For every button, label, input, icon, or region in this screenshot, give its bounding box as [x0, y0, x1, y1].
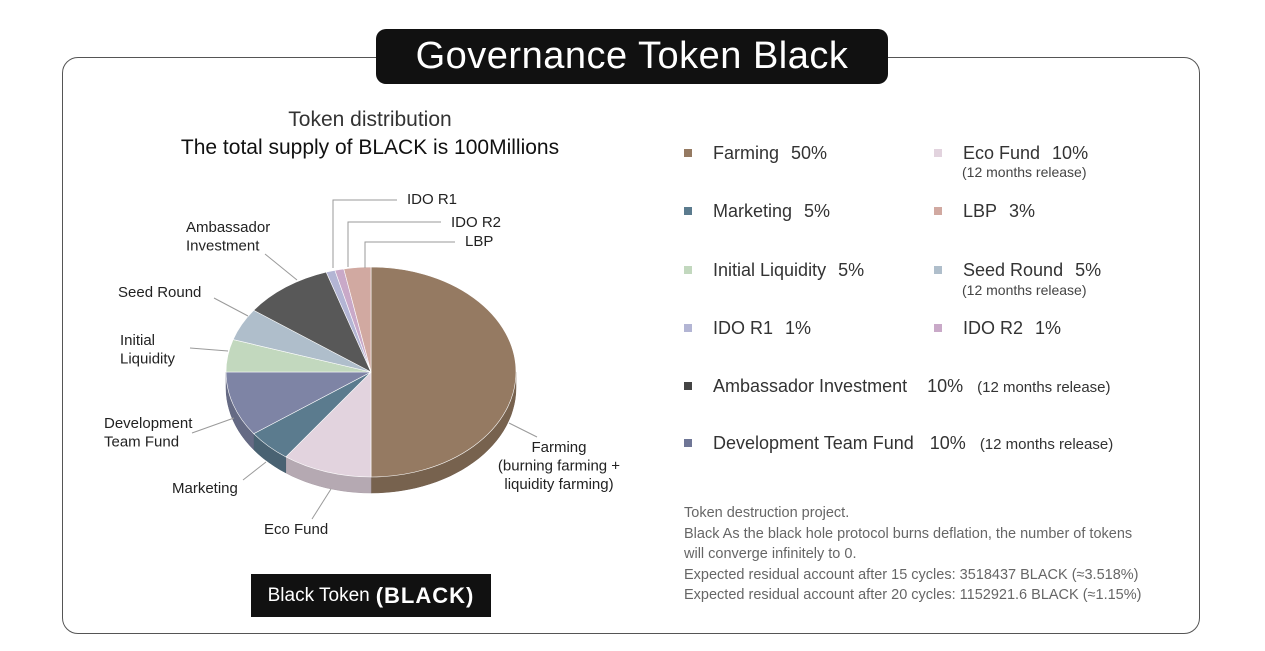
legend-item-initial-liquidity: Initial Liquidity 5% — [684, 260, 864, 281]
legend-item-ido-r1: IDO R1 1% — [684, 318, 811, 339]
pie-label: Farming — [531, 439, 586, 456]
legend-percent: 1% — [785, 318, 812, 338]
chart-title: Token distribution — [288, 108, 452, 131]
token-name-badge: Black Token (BLACK) — [251, 574, 491, 617]
pie-label: Investment — [186, 238, 260, 255]
pie-label: IDO R1 — [407, 191, 457, 208]
legend-note: (12 months release) — [977, 379, 1111, 396]
leader-line — [347, 221, 441, 267]
legend-note-eco-fund: (12 months release) — [962, 164, 1087, 180]
leader-line — [242, 461, 267, 481]
legend-item-development-team-fund: Development Team Fund 10% (12 months rel… — [684, 433, 1113, 454]
pie-slice-lbp — [343, 266, 372, 373]
legend-name: IDO R2 — [963, 318, 1024, 338]
pie-label: Eco Fund — [264, 521, 328, 538]
legend-swatch — [684, 324, 692, 332]
pie-labels: IDO R1 IDO R2 LBP Ambassador Investment Seed … — [104, 191, 620, 538]
legend-item-farming: Farming 50% — [684, 143, 827, 164]
pie-label: LBP — [465, 233, 493, 250]
leader-line — [189, 347, 229, 352]
pie-slice-development-team-fund — [225, 371, 372, 435]
legend-swatch — [684, 149, 692, 157]
legend-percent: 10% — [927, 376, 964, 396]
pie-label: IDO R2 — [451, 214, 501, 231]
leader-line — [311, 488, 332, 520]
legend-percent: 1% — [1035, 318, 1062, 338]
legend-swatch — [934, 149, 942, 157]
pie-slices — [225, 266, 517, 478]
pie-slice-farming — [370, 266, 517, 478]
pie-label: Ambassador — [186, 219, 270, 236]
pie-slice-ambassador-investment — [253, 271, 372, 373]
legend-name: IDO R1 — [713, 318, 774, 338]
legend-item-seed-round: Seed Round 5% — [934, 260, 1101, 281]
legend-swatch — [934, 324, 942, 332]
pie-label: Marketing — [172, 480, 238, 497]
token-name-prefix: Black Token — [267, 584, 370, 606]
legend-name: Eco Fund — [963, 143, 1041, 163]
legend-item-eco-fund: Eco Fund 10% — [934, 143, 1088, 164]
leader-line — [191, 417, 235, 434]
footer-line: Expected residual account after 20 cycle… — [684, 587, 1142, 604]
footer-line: will converge infinitely to 0. — [684, 546, 857, 563]
leader-line — [508, 422, 538, 438]
legend-swatch — [684, 439, 692, 447]
legend-item-ambassador-investment: Ambassador Investment 10% (12 months rel… — [684, 376, 1111, 397]
pie-slice-eco-fund — [285, 371, 372, 478]
footer-line: Black As the black hole protocol burns d… — [684, 525, 1133, 542]
leader-line — [264, 253, 298, 281]
legend-note: (12 months release) — [979, 436, 1114, 453]
legend-name: Development Team Fund — [713, 433, 914, 453]
token-ticker: (BLACK) — [375, 582, 475, 608]
legend-swatch — [684, 266, 692, 274]
pie-label: (burning farming + — [498, 458, 620, 475]
page-title: Governance Token Black — [376, 29, 888, 84]
legend-swatch — [934, 207, 942, 215]
legend-name: Seed Round — [963, 260, 1064, 280]
legend-swatch — [934, 266, 942, 274]
legend-name: Marketing — [713, 201, 793, 221]
pie-label: Team Fund — [104, 434, 179, 451]
legend-name: LBP — [963, 201, 998, 221]
legend-swatch — [684, 382, 692, 390]
legend-item-ido-r2: IDO R2 1% — [934, 318, 1061, 339]
chart-subtitle: The total supply of BLACK is 100Millions — [180, 136, 560, 159]
legend-percent: 5% — [804, 201, 831, 221]
pie-label: liquidity farming) — [504, 476, 613, 493]
legend-percent: 10% — [929, 433, 966, 453]
pie-label: Liquidity — [120, 351, 176, 368]
leader-line — [364, 241, 455, 268]
leader-line — [213, 297, 249, 317]
legend-item-marketing: Marketing 5% — [684, 201, 830, 222]
legend-name: Initial Liquidity — [713, 260, 827, 280]
legend-percent: 50% — [791, 143, 828, 163]
legend-percent: 3% — [1009, 201, 1036, 221]
legend-note-seed-round: (12 months release) — [962, 282, 1087, 298]
pie-label: Development — [104, 415, 193, 432]
token-destruction-notes: Token destruction project. Black As the … — [684, 503, 1184, 606]
legend-name: Farming — [713, 143, 780, 163]
legend-name: Ambassador Investment — [713, 376, 908, 396]
legend-swatch — [684, 207, 692, 215]
footer-line: Expected residual account after 15 cycle… — [684, 566, 1139, 583]
pie-label: Initial — [120, 332, 155, 349]
footer-line: Token destruction project. — [684, 505, 850, 521]
legend-percent: 5% — [838, 260, 865, 280]
pie-side-walls — [225, 371, 517, 494]
legend-percent: 5% — [1075, 260, 1102, 280]
legend-percent: 10% — [1052, 143, 1089, 163]
leader-line — [332, 199, 397, 268]
pie-label: Seed Round — [118, 284, 201, 301]
legend-item-lbp: LBP 3% — [934, 201, 1035, 222]
